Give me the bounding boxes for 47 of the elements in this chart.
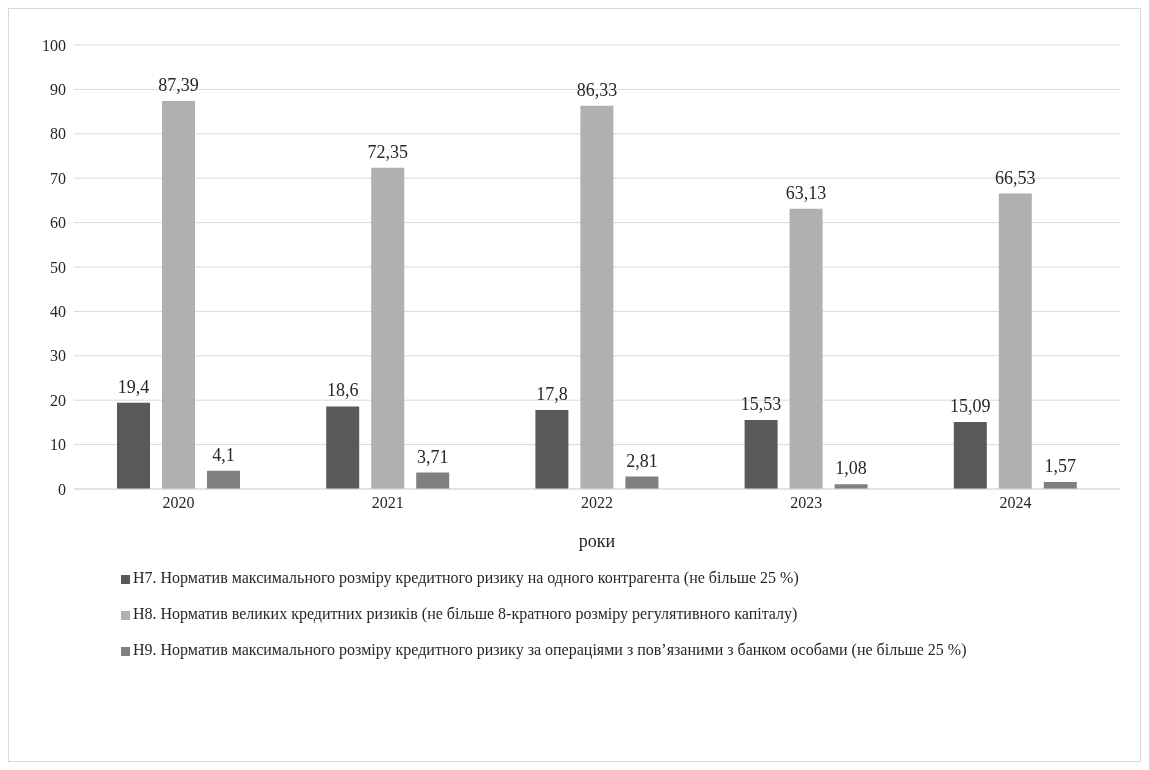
data-label: 63,13 — [785, 182, 827, 203]
data-label: 66,53 — [995, 167, 1036, 188]
data-label: 86,33 — [576, 79, 618, 100]
x-tick-label: 2023 — [790, 494, 823, 512]
bar — [207, 470, 240, 489]
data-label: 15,09 — [950, 396, 991, 416]
data-label: 1,57 — [1044, 456, 1077, 477]
x-tick-label: 2022 — [581, 494, 613, 512]
y-tick-label: 90 — [50, 81, 66, 99]
data-label: 4,1 — [212, 444, 235, 465]
y-tick-label: 80 — [50, 125, 66, 143]
data-label: 72,35 — [367, 141, 408, 162]
bar — [535, 409, 569, 489]
bar — [416, 472, 450, 489]
y-tick-label: 100 — [42, 36, 66, 54]
bar — [162, 100, 195, 489]
data-label: 1,08 — [835, 458, 867, 479]
bar — [953, 422, 987, 489]
bar — [371, 167, 405, 489]
bar — [998, 193, 1032, 489]
x-tick-label: 2020 — [162, 494, 195, 512]
data-label: 87,39 — [158, 74, 199, 95]
y-tick-label: 20 — [50, 391, 66, 409]
bar — [117, 402, 150, 489]
data-label: 19,4 — [117, 376, 150, 397]
data-label: 17,8 — [536, 383, 568, 404]
bar — [744, 420, 778, 489]
y-tick-label: 30 — [50, 347, 66, 365]
y-tick-label: 40 — [50, 303, 66, 321]
y-tick-label: 60 — [50, 214, 66, 232]
y-tick-label: 50 — [50, 258, 66, 276]
legend-label: Н8. Норматив великих кредитних ризиків (не більше 8-кратного розміру регулятивного капіталу) — [133, 604, 798, 625]
bar — [580, 105, 614, 489]
y-tick-label: 10 — [50, 436, 66, 454]
data-label: 15,53 — [740, 394, 782, 415]
x-tick-label: 2024 — [999, 494, 1032, 512]
y-tick-label: 70 — [50, 169, 66, 187]
y-tick-label: 0 — [58, 480, 66, 498]
legend-label: Н7. Норматив максимального розміру кредитного ризику на одного контрагента (не більше 25 %) — [133, 568, 799, 589]
data-label: 18,6 — [326, 380, 359, 401]
bar — [789, 208, 823, 489]
data-label: 3,71 — [416, 446, 449, 467]
legend-label: Н9. Норматив максимального розміру кредитного ризику за операціями з пов’язаними з банком особами (не більше 25 %) — [133, 640, 967, 661]
x-tick-label: 2021 — [371, 494, 404, 512]
data-label: 2,81 — [626, 450, 658, 471]
bar — [326, 406, 360, 489]
x-axis-title: роки — [578, 531, 616, 551]
